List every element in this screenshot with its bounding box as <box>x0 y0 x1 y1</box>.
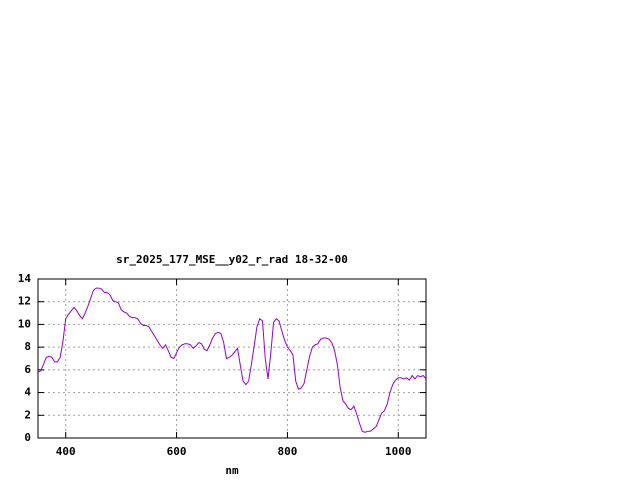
x-axis-label: nm <box>225 464 239 477</box>
y-tick-label: 2 <box>24 408 31 421</box>
x-tick-label: 600 <box>167 445 187 458</box>
y-tick-label: 8 <box>24 340 31 353</box>
x-tick-label: 1000 <box>385 445 412 458</box>
y-tick-label: 10 <box>18 317 31 330</box>
y-tick-label: 12 <box>18 295 31 308</box>
x-tick-label: 400 <box>56 445 76 458</box>
y-tick-label: 4 <box>24 386 31 399</box>
y-tick-label: 6 <box>24 363 31 376</box>
data-line <box>37 287 427 433</box>
y-tick-label: 0 <box>24 431 31 444</box>
plot-frame <box>37 278 427 439</box>
chart-title: sr_2025_177_MSE__y02_r_rad 18-32-00 <box>116 253 348 266</box>
y-tick-label: 14 <box>18 272 32 285</box>
x-tick-label: 800 <box>277 445 297 458</box>
